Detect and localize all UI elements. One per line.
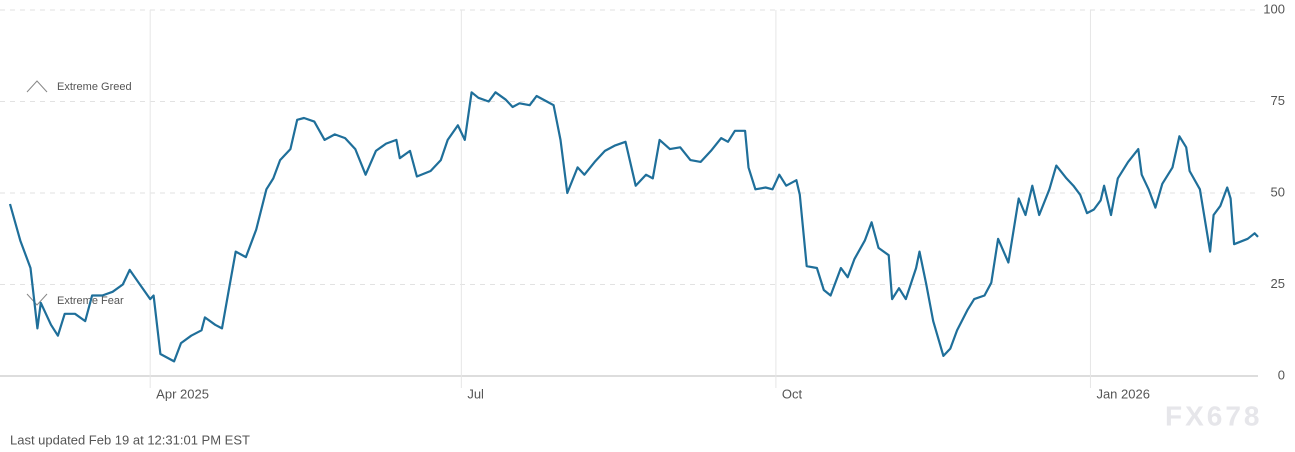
x-tick-label: Apr 2025 (156, 386, 209, 401)
x-tick-label: Jan 2026 (1096, 386, 1150, 401)
x-tick-label: Jul (467, 386, 484, 401)
y-tick-label: 0 (1278, 367, 1285, 382)
watermark: FX678 (1165, 400, 1263, 431)
y-tick-label: 25 (1271, 276, 1285, 291)
y-tick-label: 50 (1271, 184, 1285, 199)
y-tick-label: 75 (1271, 93, 1285, 108)
fear-icon (26, 293, 48, 306)
footnote: Last updated Feb 19 at 12:31:01 PM EST (10, 432, 250, 447)
line (8, 91, 1259, 363)
x-tick-label: Oct (782, 386, 803, 401)
greed-icon (26, 80, 48, 93)
annotation: Extreme Greed (57, 81, 132, 93)
y-tick-label: 100 (1263, 1, 1285, 16)
